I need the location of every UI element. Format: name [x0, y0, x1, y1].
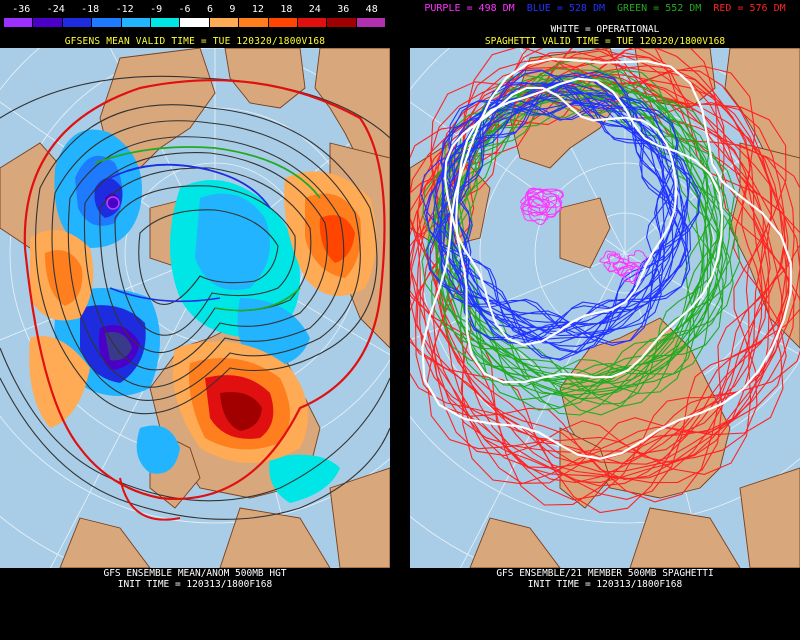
legend-value: -12	[115, 4, 134, 15]
ensemble-contour	[421, 77, 724, 384]
legend-swatch	[150, 18, 181, 27]
legend-swatch	[62, 18, 93, 27]
legend-value: -24	[46, 4, 65, 15]
spaghetti-valid-time: SPAGHETTI VALID TIME = TUE 120320/1800V1…	[484, 36, 726, 47]
legend-purple: PURPLE = 498 DM	[424, 3, 515, 14]
ensemble-contour	[612, 261, 634, 276]
legend-swatch	[268, 18, 298, 27]
ensemble-mean-panel: -36 -24 -18 -12 -9 -6 6 9 12 18 24 36 48…	[0, 0, 390, 640]
ensemble-contour	[432, 96, 736, 400]
legend-swatch	[239, 18, 269, 27]
ensemble-contour	[627, 249, 648, 266]
legend-value: 24	[308, 4, 321, 15]
legend-green: GREEN = 552 DM	[617, 3, 702, 14]
legend-swatch	[327, 18, 357, 27]
spaghetti-legend: PURPLE = 498 DM BLUE = 528 DM GREEN = 55…	[410, 3, 800, 14]
legend-swatch	[121, 18, 151, 27]
ensemble-contour	[435, 82, 691, 329]
ensemble-contour	[410, 48, 768, 503]
legend-value: 6	[206, 4, 214, 15]
legend-value: -6	[178, 4, 191, 15]
ensemble-contour	[442, 95, 718, 416]
ensemble-contour	[612, 261, 636, 277]
legend-swatch	[209, 18, 240, 27]
ensemble-contour	[410, 52, 787, 465]
contour-576-tail	[119, 477, 181, 521]
operational-legend: WHITE = OPERATIONAL	[550, 24, 660, 35]
legend-value: 36	[337, 4, 350, 15]
ensemble-contour	[424, 102, 679, 347]
ensemble-contour	[599, 250, 621, 265]
ensemble-contour	[603, 253, 629, 272]
spaghetti-footer-title: GFS ENSEMBLE/21 MEMBER 500MB SPAGHETTI	[496, 568, 714, 579]
spaghetti-map	[410, 48, 800, 568]
ensemble-contour	[433, 71, 709, 408]
ensemble-contour	[420, 92, 676, 337]
contour-552	[94, 146, 321, 199]
legend-value: -36	[12, 4, 31, 15]
positive-anomalies	[29, 171, 377, 463]
spaghetti-panel: PURPLE = 498 DM BLUE = 528 DM GREEN = 55…	[410, 0, 800, 640]
mean-footer: GFS ENSEMBLE MEAN/ANOM 500MB HGT INIT TI…	[0, 568, 390, 640]
anomaly-legend-labels: -36 -24 -18 -12 -9 -6 6 9 12 18 24 36 48	[4, 4, 386, 16]
ensemble-contour	[416, 48, 771, 475]
ensemble-contour	[410, 65, 773, 473]
ensemble-contour	[421, 57, 792, 460]
contour-552-south	[214, 287, 301, 312]
spaghetti-lines	[410, 48, 800, 514]
legend-swatch	[92, 18, 122, 27]
ensemble-contour	[621, 263, 639, 285]
contour-528-south	[109, 287, 221, 303]
legend-value: 12	[251, 4, 264, 15]
height-contours	[0, 75, 390, 520]
ensemble-contour	[520, 188, 550, 214]
ensemble-contour	[415, 48, 770, 480]
contour-576	[23, 79, 386, 500]
legend-value: 9	[229, 4, 236, 15]
legend-value: -9	[150, 4, 163, 15]
ensemble-contour	[439, 82, 688, 333]
legend-blue: BLUE = 528 DM	[526, 3, 605, 14]
legend-swatch	[356, 18, 387, 27]
ensemble-contour	[617, 265, 641, 283]
legend-swatch	[180, 18, 210, 27]
legend-red: RED = 576 DM	[713, 3, 786, 14]
legend-value: -18	[81, 4, 100, 15]
ensemble-contour	[410, 65, 763, 484]
mean-footer-title: GFS ENSEMBLE MEAN/ANOM 500MB HGT	[103, 568, 287, 579]
ensemble-contour	[522, 193, 549, 216]
mean-footer-init: INIT TIME = 120313/1800F168	[117, 579, 273, 590]
contour-528	[109, 163, 271, 209]
ensemble-contour	[444, 94, 724, 405]
ensemble-contour	[527, 196, 557, 226]
ensemble-contour	[443, 86, 678, 346]
ensemble-contour	[441, 96, 678, 360]
ensemble-contour	[429, 67, 800, 484]
ensemble-contour	[440, 74, 676, 335]
legend-value: 48	[365, 4, 378, 15]
ensemble-contour	[526, 188, 565, 208]
legend-swatch	[33, 18, 63, 27]
contour-498	[106, 196, 120, 210]
spaghetti-footer: GFS ENSEMBLE/21 MEMBER 500MB SPAGHETTI I…	[410, 568, 800, 640]
ensemble-contour	[440, 70, 674, 339]
ensemble-contour	[441, 89, 700, 341]
legend-swatch	[297, 18, 328, 27]
legend-value: 18	[280, 4, 293, 15]
legend-swatch	[4, 18, 34, 27]
mean-anomaly-map	[0, 48, 390, 568]
ensemble-contour	[440, 69, 713, 395]
spaghetti-footer-init: INIT TIME = 120313/1800F168	[527, 579, 683, 590]
anomaly-color-bar	[4, 18, 387, 27]
mean-valid-time: GFSENS MEAN VALID TIME = TUE 120320/1800…	[64, 36, 326, 47]
